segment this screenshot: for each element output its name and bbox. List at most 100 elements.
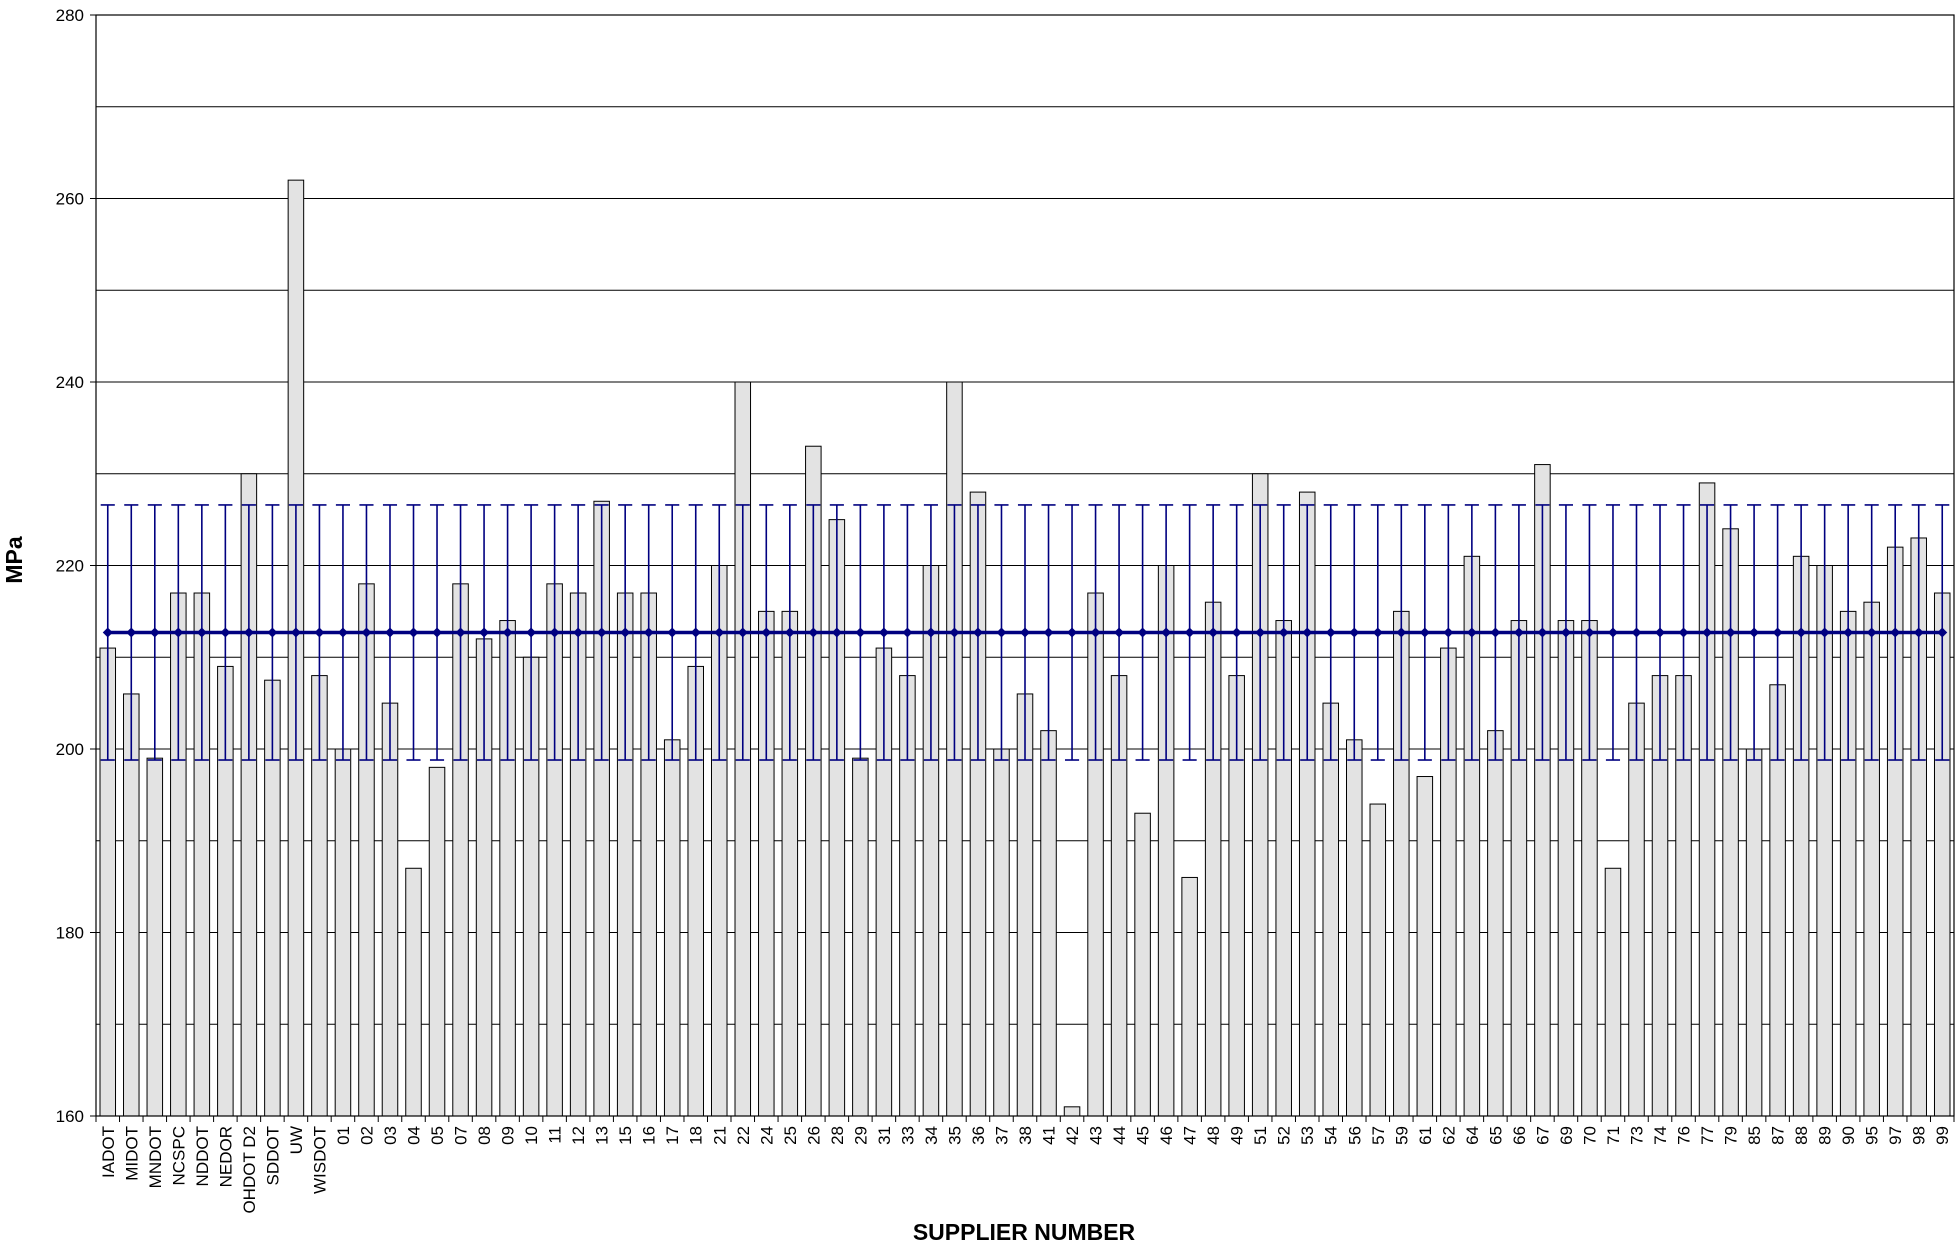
mean-marker xyxy=(972,627,983,638)
mean-marker xyxy=(1137,627,1148,638)
x-tick-label: 95 xyxy=(1863,1126,1882,1145)
mean-marker xyxy=(1020,627,1030,638)
mean-marker xyxy=(1560,627,1571,638)
x-tick-label: 98 xyxy=(1910,1126,1929,1145)
mean-marker xyxy=(1749,627,1760,638)
x-tick-label: 56 xyxy=(1345,1126,1364,1145)
x-tick-label: 25 xyxy=(781,1126,800,1145)
bar xyxy=(1416,776,1434,1117)
bar xyxy=(1040,730,1057,1117)
mean-marker xyxy=(1090,627,1101,638)
x-tick-label: IADOT xyxy=(99,1126,118,1178)
mean-marker xyxy=(596,627,607,638)
mean-marker xyxy=(1678,627,1689,638)
x-tick-label: NDDOT xyxy=(193,1126,212,1186)
mean-marker xyxy=(173,627,184,638)
bar xyxy=(993,748,1010,1117)
mean-marker xyxy=(1866,627,1877,638)
mean-marker xyxy=(1372,627,1383,638)
mean-marker xyxy=(1278,627,1289,638)
x-tick-label: 22 xyxy=(734,1126,753,1145)
x-tick-label: 87 xyxy=(1769,1126,1788,1145)
bar xyxy=(1063,1106,1081,1117)
mean-marker xyxy=(1843,627,1854,638)
x-tick-label: 03 xyxy=(381,1126,400,1145)
mean-marker xyxy=(455,627,466,638)
x-tick-label: 31 xyxy=(875,1126,894,1145)
mean-marker xyxy=(196,627,207,638)
y-tick-label: 280 xyxy=(56,6,84,25)
x-tick-label: 99 xyxy=(1933,1126,1952,1145)
x-tick-label: 44 xyxy=(1110,1126,1129,1145)
x-tick-label: 43 xyxy=(1087,1126,1106,1145)
mean-marker xyxy=(1772,627,1783,638)
x-tick-label: 66 xyxy=(1510,1126,1529,1145)
mean-marker xyxy=(1890,627,1901,638)
mean-marker xyxy=(902,627,913,638)
bar xyxy=(1369,803,1387,1117)
x-tick-label: 46 xyxy=(1157,1126,1176,1145)
mean-marker xyxy=(878,627,889,638)
x-tick-label: 11 xyxy=(546,1126,565,1144)
mean-marker xyxy=(384,627,395,638)
x-tick-label: 33 xyxy=(898,1126,917,1145)
axes xyxy=(90,14,1955,1122)
mean-marker xyxy=(1067,627,1078,638)
x-tick-label: 77 xyxy=(1698,1126,1717,1145)
y-tick-label: 240 xyxy=(56,373,84,392)
mean-marker xyxy=(1466,627,1477,638)
mean-marker xyxy=(761,627,772,638)
mean-marker xyxy=(643,627,654,638)
mean-marker xyxy=(502,627,513,638)
x-tick-label: 90 xyxy=(1839,1126,1858,1145)
x-tick-label: 67 xyxy=(1533,1126,1552,1145)
x-tick-label: 45 xyxy=(1134,1126,1153,1145)
mean-marker xyxy=(314,627,325,638)
bar xyxy=(1322,702,1340,1117)
x-tick-label: 97 xyxy=(1886,1126,1905,1145)
mean-marker xyxy=(220,627,231,638)
mean-marker xyxy=(126,627,137,638)
mean-marker xyxy=(620,627,631,638)
y-tick-label: 160 xyxy=(56,1107,84,1126)
mean-marker xyxy=(432,627,443,638)
mean-marker xyxy=(714,627,725,638)
mean-marker xyxy=(1255,627,1266,638)
bar xyxy=(1181,876,1198,1117)
x-tick-label: 88 xyxy=(1792,1126,1811,1145)
x-tick-label: 28 xyxy=(828,1126,847,1145)
mean-marker xyxy=(408,627,419,638)
bar xyxy=(1604,867,1622,1117)
bar xyxy=(405,867,422,1117)
mean-marker xyxy=(1325,627,1336,638)
mean-marker xyxy=(479,627,490,638)
bar xyxy=(381,702,399,1117)
x-tick-label: 71 xyxy=(1604,1126,1623,1145)
bar xyxy=(1134,812,1151,1117)
mean-marker xyxy=(1937,627,1948,638)
mean-marker xyxy=(925,627,936,638)
mean-marker xyxy=(267,627,278,638)
mean-marker xyxy=(243,627,254,638)
x-tick-label: 65 xyxy=(1486,1126,1505,1145)
mean-marker xyxy=(1537,627,1548,638)
x-tick-label: 74 xyxy=(1651,1126,1670,1145)
x-tick-label: 21 xyxy=(710,1126,729,1145)
y-tick-label: 180 xyxy=(56,924,84,943)
x-tick-label: NEDOR xyxy=(216,1126,235,1187)
x-tick-label: 08 xyxy=(475,1126,494,1145)
mean-marker xyxy=(1419,627,1430,638)
x-tick-label: 09 xyxy=(499,1126,518,1145)
bar xyxy=(1628,702,1645,1117)
x-tick-label: UW xyxy=(287,1126,306,1154)
bar xyxy=(1745,748,1763,1117)
x-tick-label: 53 xyxy=(1298,1126,1317,1145)
x-tick-label: 36 xyxy=(969,1126,988,1145)
bar xyxy=(428,766,446,1117)
y-axis-title: MPa xyxy=(1,536,27,584)
mean-marker xyxy=(996,627,1007,638)
mean-marker xyxy=(855,627,866,638)
mean-marker xyxy=(1702,627,1713,638)
x-tick-label: 79 xyxy=(1722,1126,1741,1145)
x-tick-label: 61 xyxy=(1416,1126,1435,1145)
